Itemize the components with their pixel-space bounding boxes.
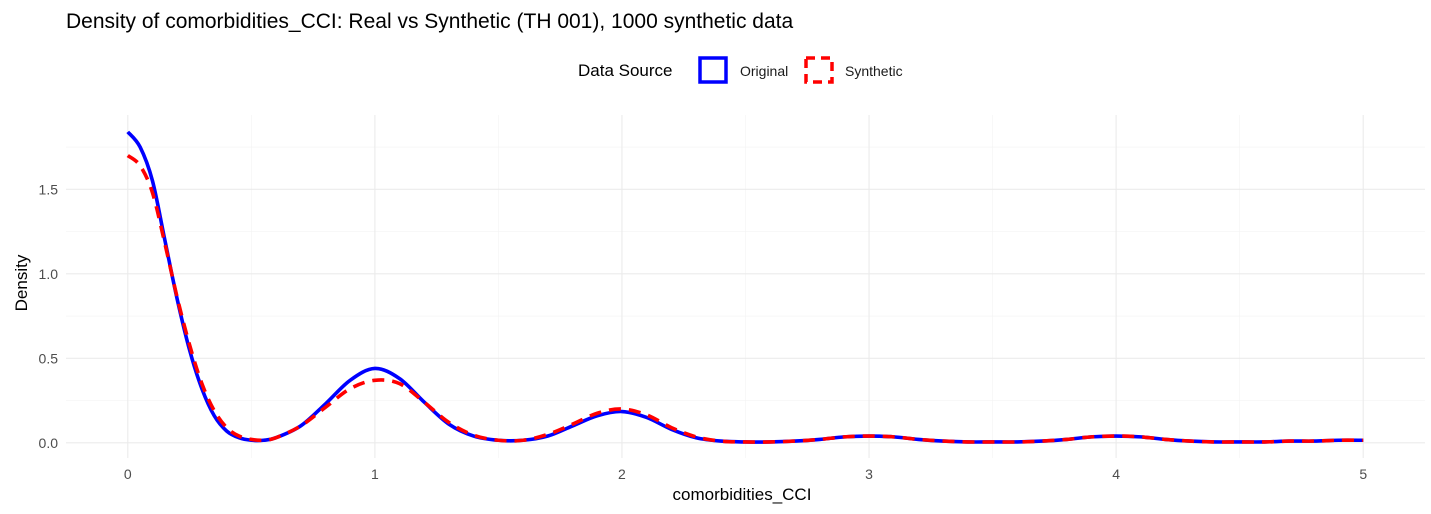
series-line-synthetic: [126, 154, 1364, 444]
chart-title: Density of comorbidities_CCI: Real vs Sy…: [66, 10, 793, 33]
x-tick-label: 1: [371, 466, 379, 482]
y-tick-label: 0.0: [39, 435, 59, 451]
x-tick-label: 4: [1112, 466, 1120, 482]
x-axis-title: comorbidities_CCI: [673, 485, 812, 504]
legend: Data Source Original Synthetic: [578, 56, 903, 84]
legend-key-synthetic: [804, 56, 834, 84]
x-tick-label: 3: [865, 466, 873, 482]
legend-title: Data Source: [578, 61, 673, 80]
y-axis-title: Density: [12, 254, 31, 311]
x-axis-ticks: 0 1 2 3 4 5: [124, 466, 1367, 482]
y-axis-ticks: 0.0 0.5 1.0 1.5: [39, 181, 59, 450]
legend-label-synthetic: Synthetic: [845, 63, 903, 79]
y-tick-label: 1.0: [39, 266, 59, 282]
x-tick-label: 0: [124, 466, 132, 482]
grid: [66, 115, 1425, 458]
legend-label-original: Original: [740, 63, 788, 79]
y-tick-label: 1.5: [39, 181, 59, 197]
x-tick-label: 5: [1359, 466, 1367, 482]
y-tick-label: 0.5: [39, 350, 59, 366]
x-tick-label: 2: [618, 466, 626, 482]
legend-key-original: [698, 56, 728, 84]
series-layer: [126, 130, 1364, 444]
